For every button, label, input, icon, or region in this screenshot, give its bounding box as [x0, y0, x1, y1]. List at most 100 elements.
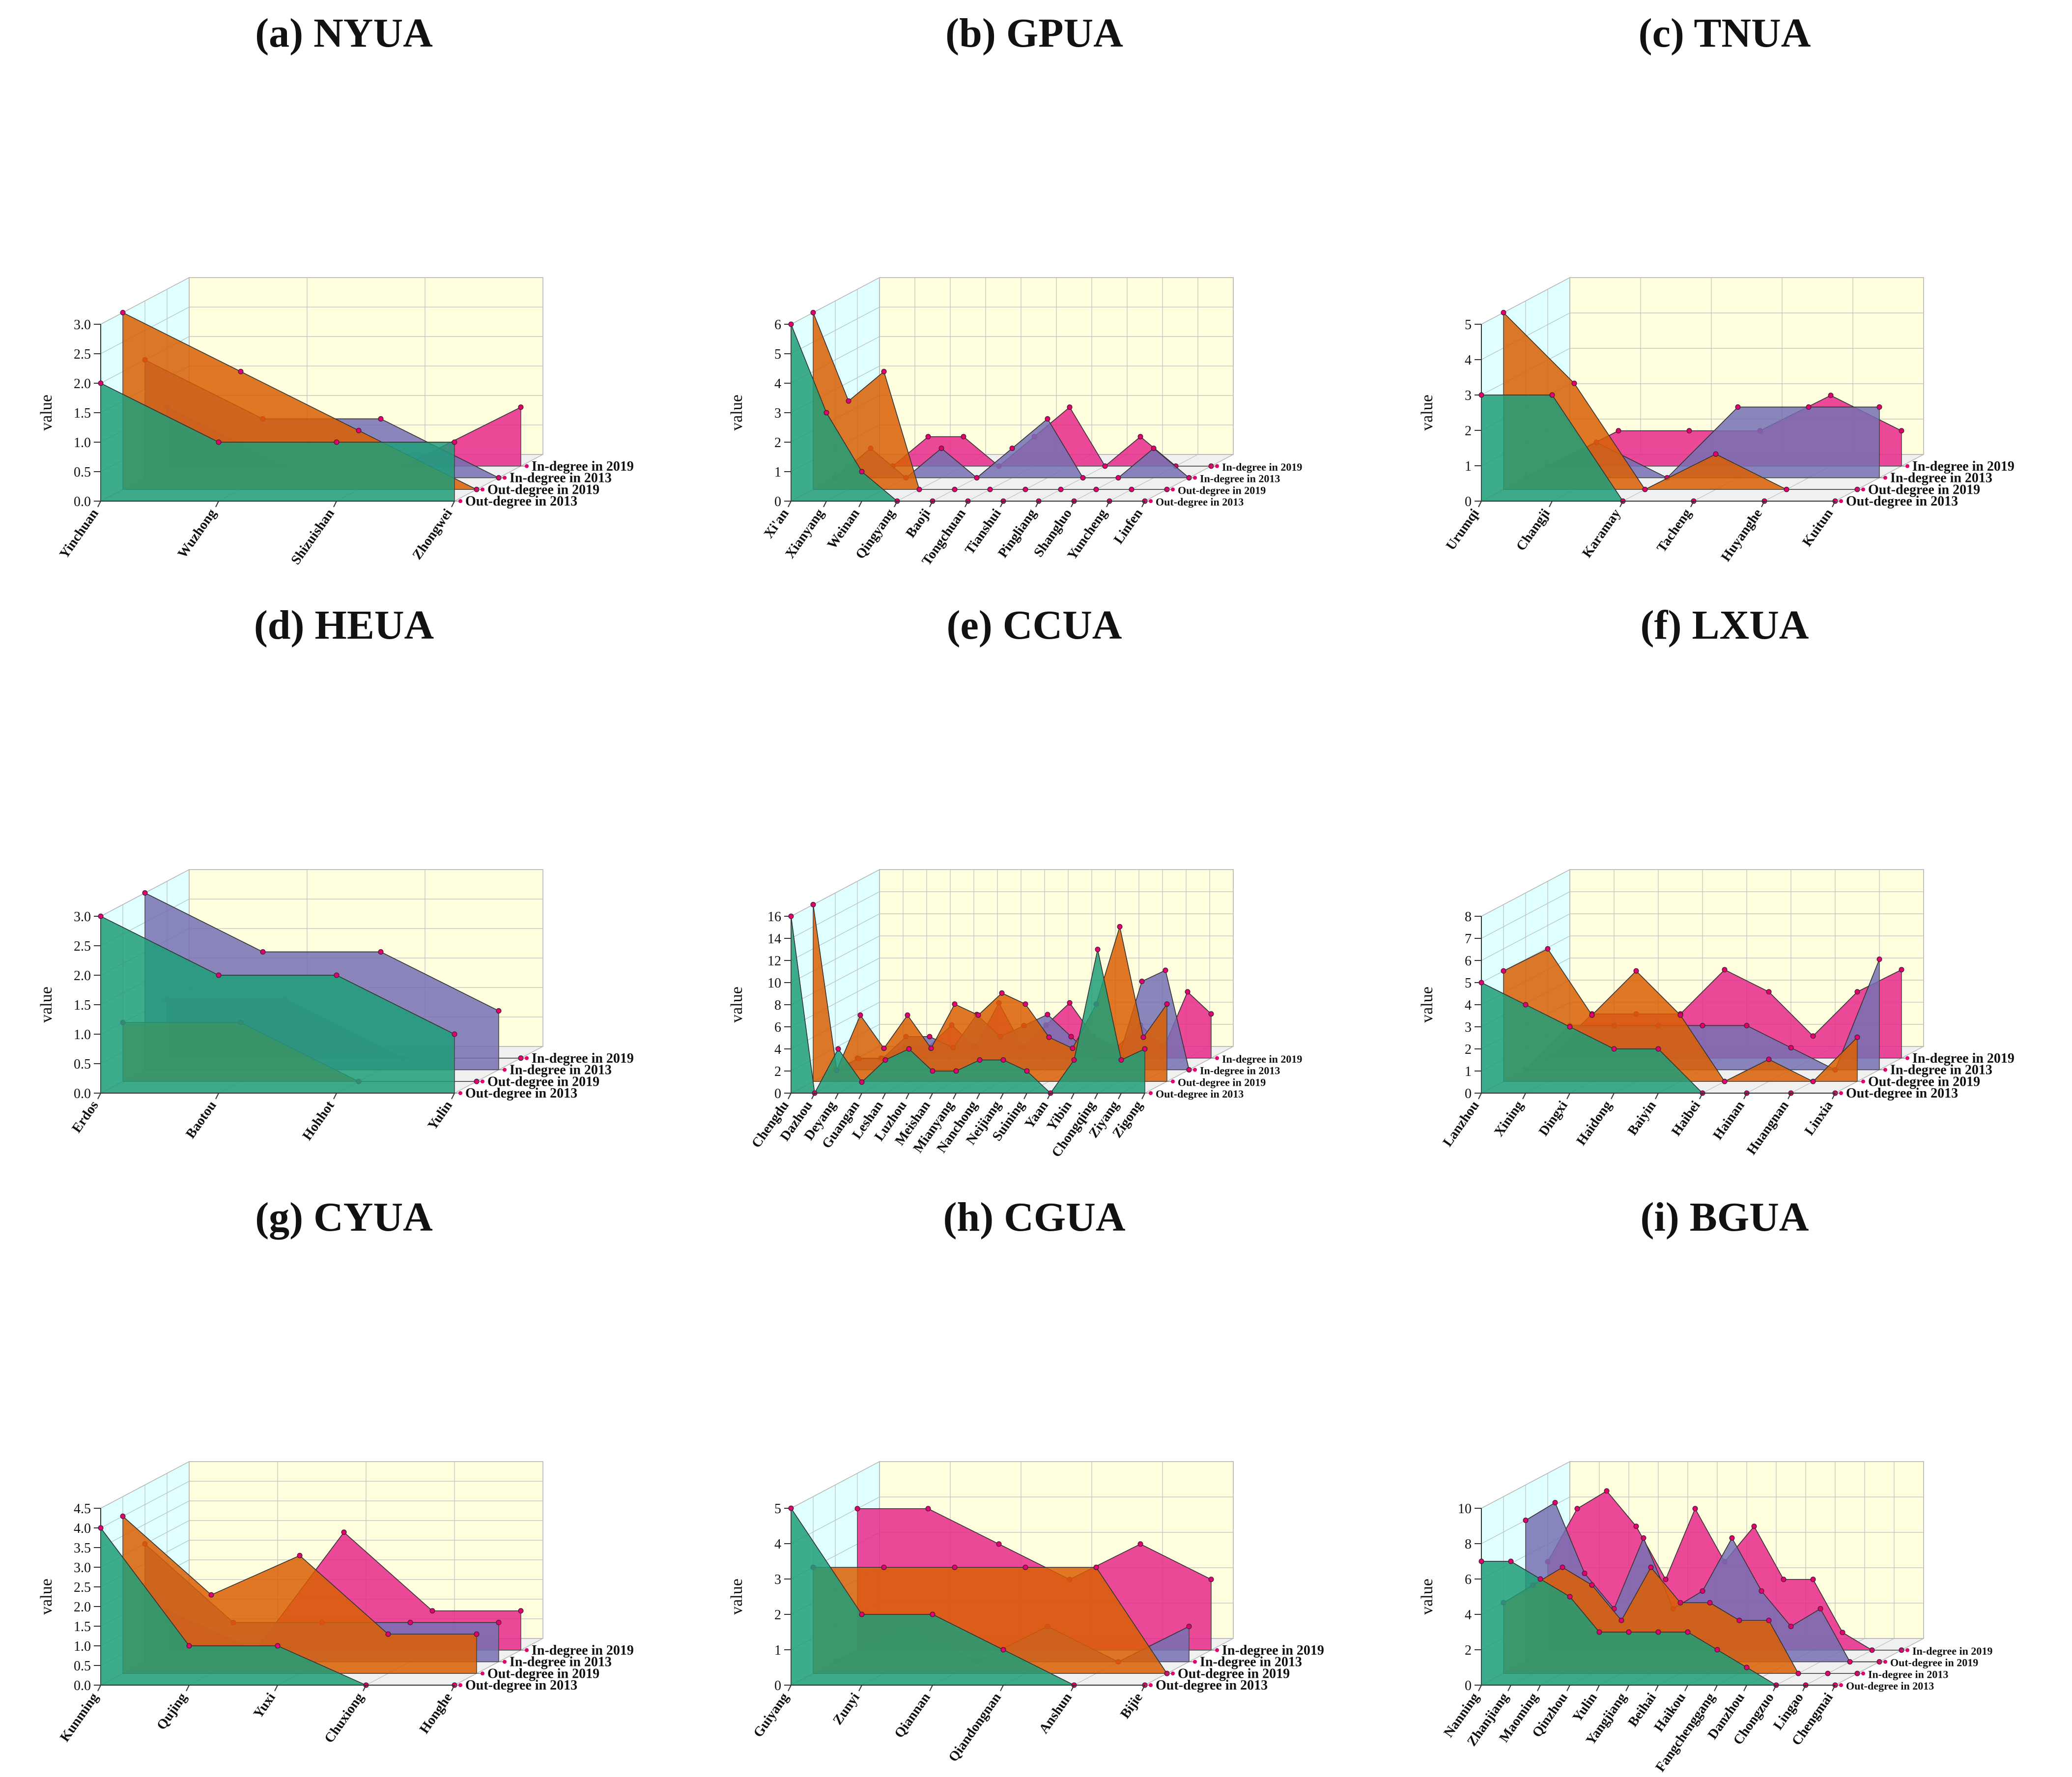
x-axis: ChengduDazhouDeyangGuanganLeshanLuzhouMe… — [749, 1093, 1146, 1160]
panel-d: (d) HEUA 0.0 0.5 1.0 1.5 2.0 2.5 3.0 value In-deg… — [0, 592, 690, 1184]
series-label: Out-degree in 2013 — [465, 1086, 577, 1101]
data-point — [1589, 1012, 1595, 1018]
x-tick — [1035, 501, 1039, 508]
x-tick — [1714, 1685, 1718, 1692]
series-label: Out-degree in 2019 — [487, 482, 599, 497]
y-axis: 0 2 4 6 8 10 value — [1418, 1501, 1482, 1693]
x-tick — [929, 1685, 933, 1692]
x-tick — [215, 501, 219, 508]
chart-f: (f) LXUA 0 1 2 3 4 5 6 7 8 value In-degree in 2019I… — [1418, 602, 2015, 1157]
x-category-label: Karamay — [1579, 506, 1624, 561]
data-point — [952, 486, 958, 492]
x-category-label: Haibei — [1669, 1098, 1703, 1139]
series-label-marker — [458, 1091, 462, 1095]
x-tick — [1047, 1093, 1051, 1100]
y-tick-label: 3.0 — [74, 1560, 91, 1576]
series-label: Out-degree in 2013 — [465, 1678, 577, 1693]
panel-g: (g) CYUA 0.0 0.5 1.0 1.5 2.0 2.5 3.0 3.5 4.0 4.5 va… — [0, 1184, 690, 1776]
series-label: In-degree in 2019 — [1912, 459, 2015, 474]
series-label: Out-degree in 2013 — [465, 494, 577, 509]
y-tick-label: 1.0 — [74, 435, 91, 451]
data-point — [916, 486, 922, 492]
data-point — [952, 1564, 958, 1570]
series-label: Out-degree in 2019 — [1890, 1657, 1978, 1669]
series-line — [813, 1567, 1167, 1674]
series-label: Out-degree in 2019 — [487, 1666, 599, 1681]
y-tick-label: 3 — [1465, 1020, 1472, 1035]
series-label: In-degree in 2013 — [510, 471, 612, 486]
data-point — [1552, 1500, 1558, 1505]
data-point — [1700, 1023, 1705, 1028]
panel-title: (a) NYUA — [255, 10, 433, 56]
y-tick-label: 5 — [1465, 976, 1472, 991]
x-tick — [1071, 1685, 1075, 1692]
data-point — [1825, 1670, 1831, 1676]
data-point — [407, 1620, 413, 1625]
data-point — [1478, 980, 1484, 986]
series-label-marker — [458, 1683, 462, 1687]
data-point — [518, 404, 524, 410]
grid-line-value — [1481, 277, 1924, 325]
data-point — [1677, 1012, 1683, 1018]
data-point — [1744, 1664, 1750, 1670]
x-tick — [363, 1685, 367, 1692]
data-point — [857, 1012, 863, 1018]
x-category-label: Haidong — [1573, 1098, 1615, 1148]
x-category-label: Yulin — [1569, 1690, 1600, 1725]
y-axis-title: value — [728, 987, 746, 1023]
data-point — [1093, 1564, 1099, 1570]
x-tick — [788, 501, 792, 508]
y-tick-label: 12 — [767, 954, 781, 969]
x-tick — [1566, 1685, 1570, 1692]
data-point — [1501, 310, 1506, 315]
series-label-marker — [1883, 1068, 1887, 1072]
data-point — [1574, 1506, 1580, 1512]
data-point — [1854, 1034, 1860, 1040]
data-point — [859, 469, 865, 475]
data-point — [208, 1592, 214, 1598]
series-2: Out-degree in 2019 — [1501, 310, 1980, 497]
data-point — [98, 913, 104, 919]
series-label-marker — [481, 1671, 484, 1676]
panel-title: (e) CCUA — [947, 602, 1122, 648]
data-point — [1537, 1576, 1543, 1582]
y-tick-label: 2.5 — [74, 1580, 91, 1595]
data-point — [1118, 1057, 1124, 1063]
series-line — [100, 916, 455, 1035]
series-label-marker — [1215, 1648, 1219, 1652]
data-point — [1707, 1600, 1713, 1606]
series-label: Out-degree in 2013 — [1156, 1088, 1244, 1100]
y-tick-label: 3.0 — [74, 909, 91, 925]
x-tick — [1000, 1685, 1004, 1692]
x-tick — [835, 1093, 839, 1100]
y-tick-label: 6 — [1465, 954, 1472, 969]
y-tick-label: 4.0 — [74, 1521, 91, 1536]
x-category-label: Yuxi — [251, 1690, 279, 1721]
y-tick-label: 16 — [767, 909, 781, 925]
x-tick — [858, 501, 862, 508]
data-point — [1163, 967, 1168, 973]
x-tick — [929, 1093, 933, 1100]
panel-i: (i) BGUA 0 2 4 6 8 10 value In-degree in 2019 Out… — [1381, 1184, 2071, 1776]
y-tick-label: 10 — [767, 976, 781, 991]
data-point — [1840, 1630, 1845, 1636]
data-point — [1626, 1629, 1632, 1635]
data-point — [1596, 1629, 1602, 1635]
data-point — [977, 1057, 983, 1063]
data-point — [1751, 1523, 1757, 1529]
series-label: Out-degree in 2019 — [1868, 1074, 1980, 1089]
data-point — [1854, 989, 1860, 995]
y-tick-label: 1 — [1465, 459, 1472, 474]
series-label-marker — [1171, 487, 1175, 492]
data-point — [356, 427, 362, 433]
series-label-marker — [503, 1068, 507, 1072]
data-point — [1722, 967, 1728, 973]
data-point — [1129, 486, 1135, 492]
data-point — [788, 1505, 794, 1511]
series-label-marker — [458, 499, 462, 503]
data-point — [881, 368, 887, 374]
data-point — [925, 434, 931, 440]
x-tick — [1118, 1093, 1122, 1100]
y-axis: 0 1 2 3 4 5 6 value — [728, 317, 792, 509]
panel-title: (c) TNUA — [1639, 10, 1811, 56]
